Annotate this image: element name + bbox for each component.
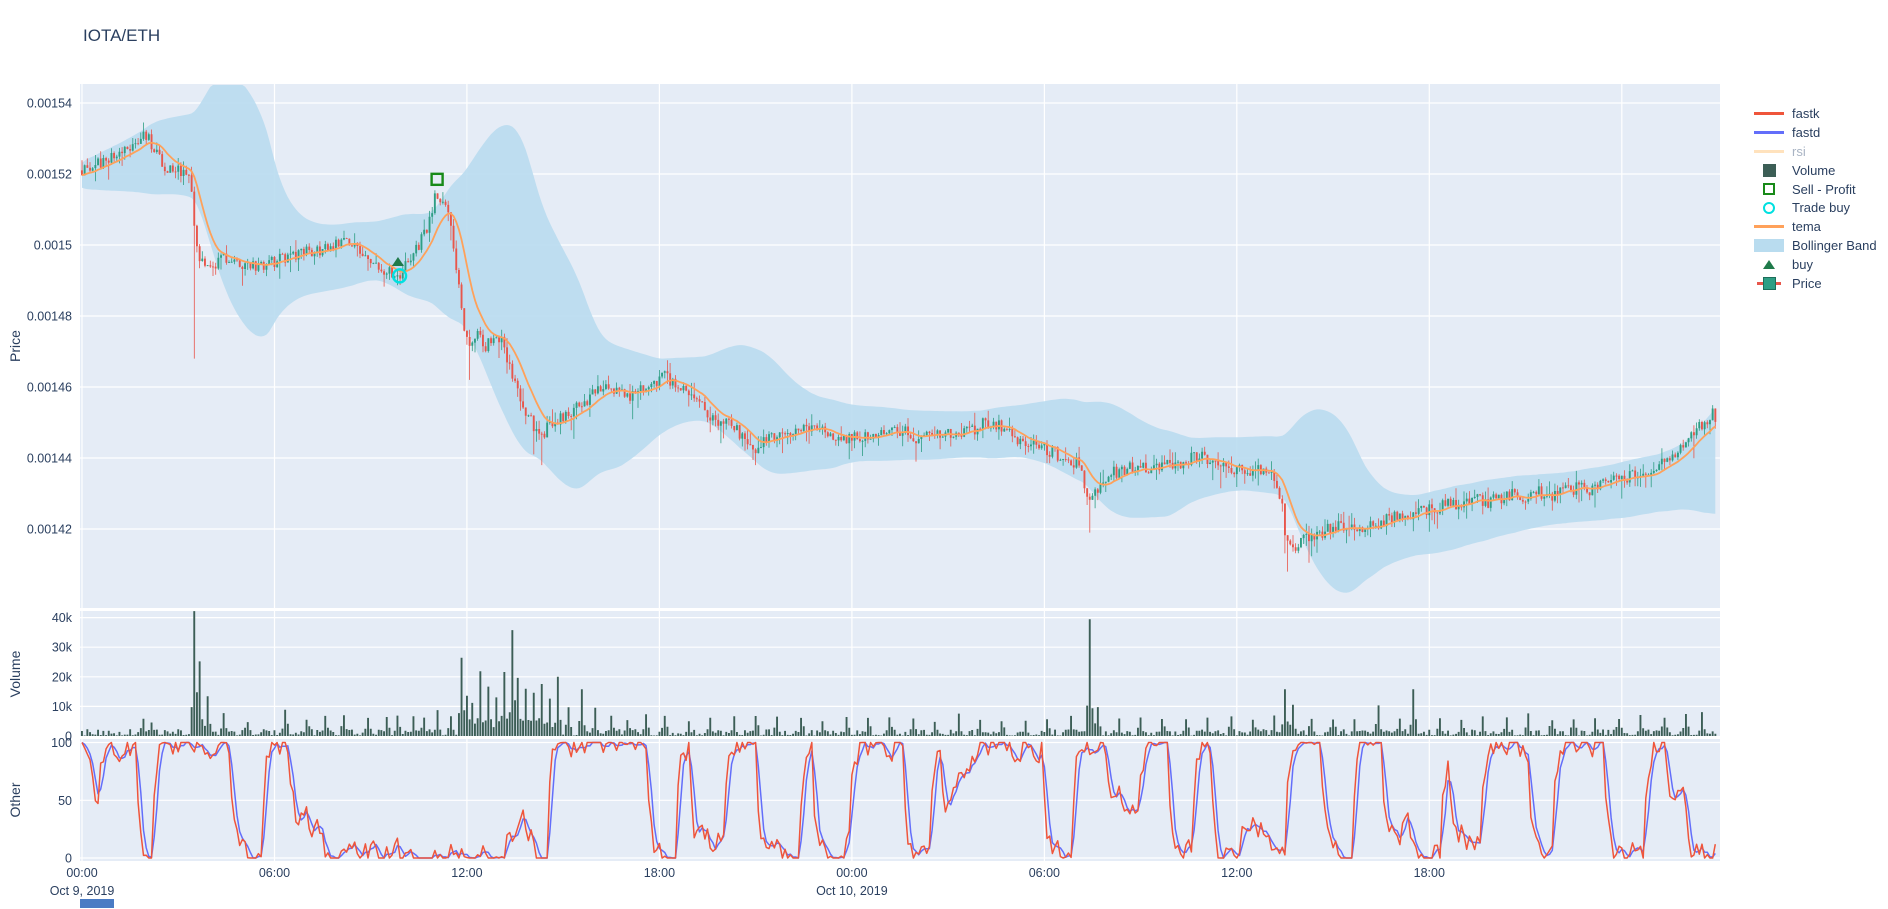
legend-icon-rsi [1753,149,1785,153]
legend-label: Bollinger Band [1792,238,1877,254]
legend-label: Volume [1792,162,1836,178]
legend-label: fastk [1792,105,1820,121]
price-tick-label: 0.00148 [27,310,72,324]
other-tick-label: 50 [58,794,72,808]
volume-panel-bg[interactable] [80,611,1720,736]
legend-icon-fastd [1753,130,1785,134]
legend-icon-price [1753,276,1785,291]
trade-buy-marker-icon[interactable] [391,268,408,284]
legend-label: Sell - Profit [1792,181,1856,197]
x-tick-label: 12:00 [451,866,482,880]
volume-tick-label: 20k [52,670,73,684]
price-tick-label: 0.00142 [27,523,72,537]
volume-series[interactable] [81,611,1717,736]
legend-label: Price [1792,275,1822,291]
legend-icon-trade-buy [1753,201,1785,214]
x-tick-label: 00:00 [836,866,867,880]
rangeslider-fragment[interactable] [80,899,114,908]
legend: fastk fastd rsi Volume Sell - Profit Trade bu… [1753,104,1877,293]
price-tick-label: 0.00144 [27,452,72,466]
legend-item-sell-profit[interactable]: Sell - Profit [1753,180,1877,199]
x-tick-label: 18:00 [644,866,675,880]
axis-tick-labels: 0.00154 0.00152 0.0015 0.00148 0.00146 0.0014… [27,97,1445,899]
sell-profit-marker-icon[interactable] [430,172,444,187]
trade-markers[interactable] [391,172,444,284]
legend-label: Trade buy [1792,200,1851,216]
legend-item-tema[interactable]: tema [1753,217,1877,236]
plot-background [80,84,1720,861]
volume-tick-label: 40k [52,611,73,625]
bollinger-band[interactable] [82,85,1716,593]
legend-icon-tema [1753,225,1785,229]
x-tick-label: 18:00 [1414,866,1445,880]
legend-label: fastd [1792,124,1821,140]
price-tick-label: 0.00154 [27,97,72,111]
x-tick-label: 00:00 [66,866,97,880]
buy-marker-icon[interactable] [391,257,404,267]
legend-item-bollinger-band[interactable]: Bollinger Band [1753,236,1877,255]
legend-icon-bollinger-band [1753,239,1785,253]
legend-item-trade-buy[interactable]: Trade buy [1753,198,1877,217]
volume-tick-label: 30k [52,641,73,655]
legend-item-fastk[interactable]: fastk [1753,104,1877,123]
page-title: IOTA/ETH [83,26,161,45]
tema-line[interactable] [81,141,1716,537]
fastd-line[interactable] [81,741,1716,859]
other-tick-label: 100 [51,736,72,750]
legend-icon-fastk [1753,111,1785,115]
legend-label: rsi [1792,143,1806,159]
legend-item-price[interactable]: Price [1753,274,1877,293]
legend-icon-buy [1753,260,1785,270]
legend-label: tema [1792,219,1821,235]
legend-item-fastd[interactable]: fastd [1753,123,1877,142]
x-tick-label: 06:00 [259,866,290,880]
x-tick-label: 12:00 [1221,866,1252,880]
other-axis-title: Other [7,782,23,817]
legend-label: buy [1792,257,1813,273]
legend-item-rsi[interactable]: rsi [1753,142,1877,161]
legend-item-volume[interactable]: Volume [1753,161,1877,180]
price-tick-label: 0.0015 [34,239,72,253]
volume-axis-title: Volume [7,650,23,697]
x-date-label: Oct 10, 2019 [816,884,888,898]
other-tick-label: 0 [65,852,72,866]
price-tick-label: 0.00146 [27,381,72,395]
legend-icon-volume [1753,163,1785,177]
price-tick-label: 0.00152 [27,168,72,182]
volume-tick-label: 0 [65,730,72,744]
fastk-line[interactable] [81,741,1717,859]
legend-item-buy[interactable]: buy [1753,255,1877,274]
x-date-label: Oct 9, 2019 [50,884,115,898]
price-axis-title: Price [7,330,23,362]
x-tick-label: 06:00 [1029,866,1060,880]
legend-icon-sell-profit [1753,183,1785,195]
volume-tick-label: 10k [52,700,73,714]
